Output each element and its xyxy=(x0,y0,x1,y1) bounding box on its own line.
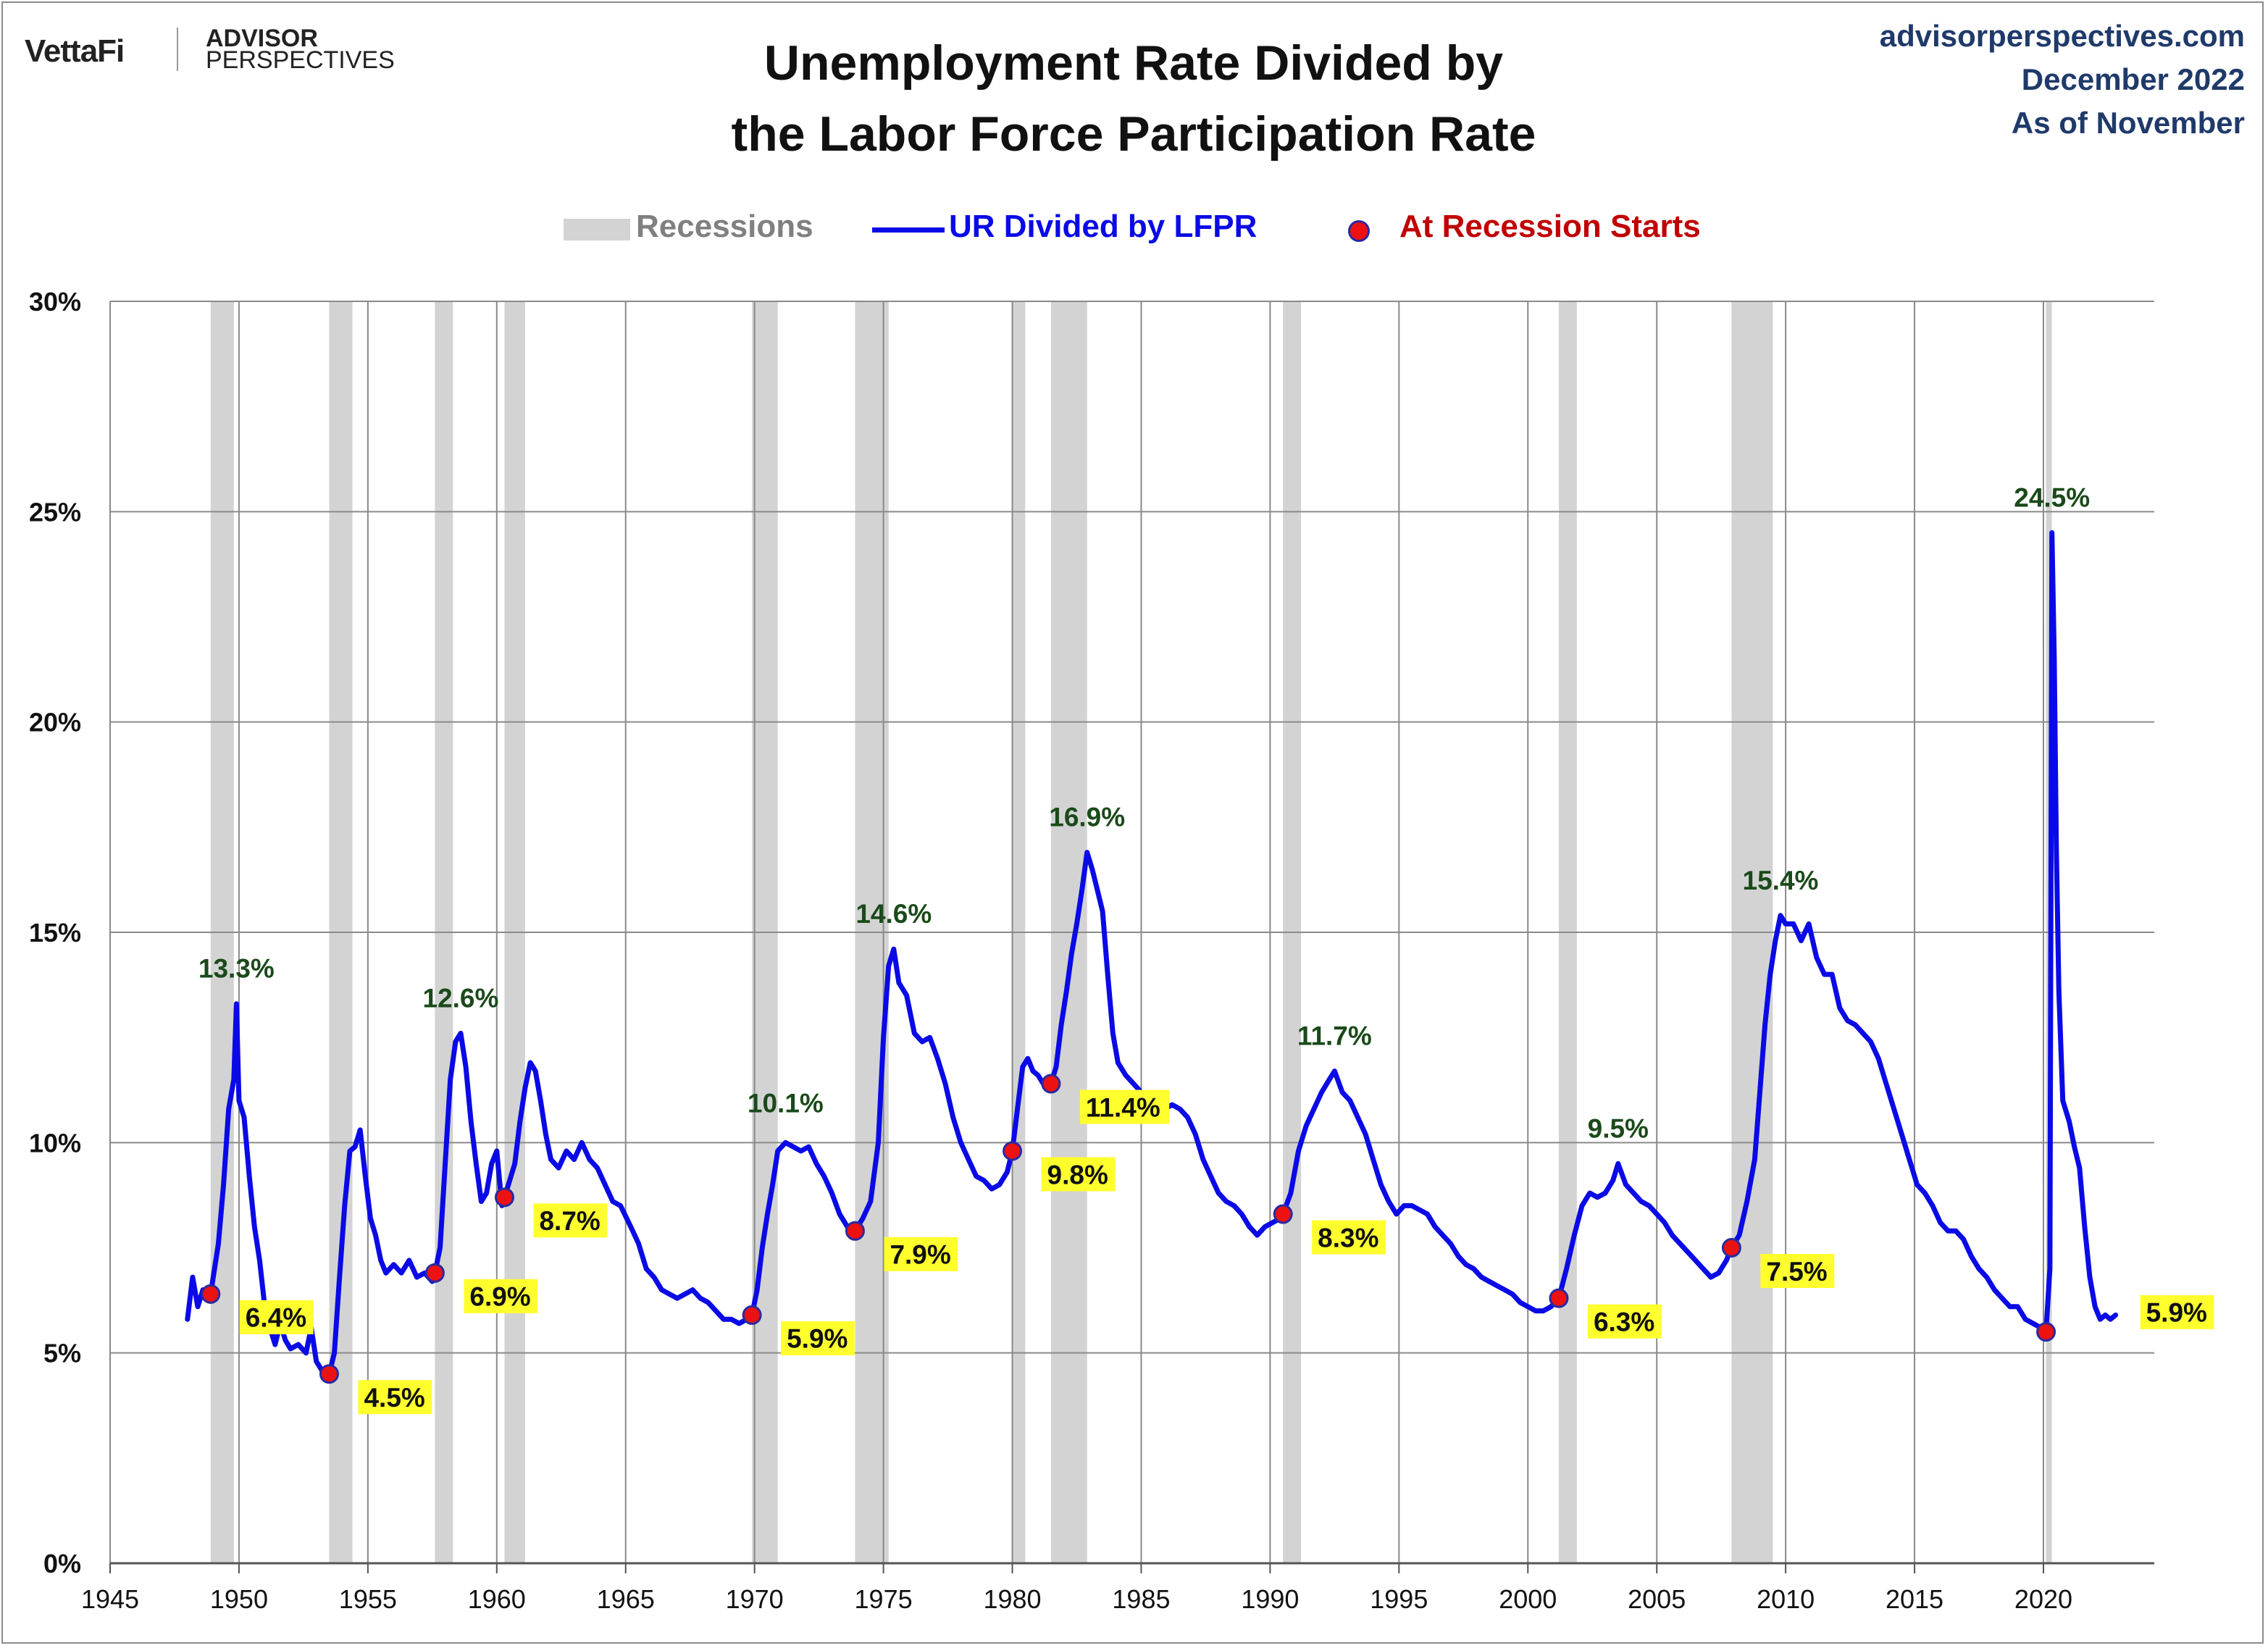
recession-start-label: 5.9% xyxy=(787,1324,848,1354)
legend-series-swatch xyxy=(872,227,945,233)
legend-recessions-label: Recessions xyxy=(636,209,813,244)
x-tick-label: 1955 xyxy=(339,1584,397,1614)
y-tick-label: 10% xyxy=(29,1128,81,1158)
recession-start-label: 9.8% xyxy=(1047,1160,1108,1189)
y-tick-label: 30% xyxy=(29,287,81,317)
recession-start-label: 7.5% xyxy=(1766,1257,1827,1287)
legend-recessions-swatch xyxy=(564,219,630,240)
x-tick-label: 1960 xyxy=(468,1584,526,1614)
x-tick-label: 2005 xyxy=(1628,1584,1686,1614)
peak-label: 15.4% xyxy=(1743,866,1819,895)
legend-recession-start-marker xyxy=(1348,220,1370,242)
x-tick-label: 1965 xyxy=(597,1584,655,1614)
source-date: December 2022 xyxy=(2021,62,2245,96)
x-tick-label: 1995 xyxy=(1370,1584,1428,1614)
recession-start-label: 8.7% xyxy=(539,1206,600,1236)
recession-start-label-background xyxy=(1079,1089,1170,1124)
x-tick-label: 2020 xyxy=(2014,1584,2072,1614)
logo-vettafi-text: VettaFi xyxy=(25,33,125,69)
chart-title-line-2: the Labor Force Participation Rate xyxy=(731,106,1536,162)
latest-value-label-background xyxy=(2140,1294,2214,1329)
recession-start-label-background xyxy=(239,1300,314,1334)
recession-start-marker xyxy=(742,1305,762,1325)
recession-start-label-background xyxy=(533,1203,608,1238)
recession-start-label-background xyxy=(781,1321,855,1355)
recession-start-label: 7.9% xyxy=(890,1240,950,1270)
recession-start-marker xyxy=(2036,1322,2056,1342)
recession-start-markers xyxy=(201,1074,2056,1384)
recession-start-marker xyxy=(319,1364,339,1384)
recession-start-label-background xyxy=(358,1380,432,1415)
x-tick-label: 1980 xyxy=(983,1584,1041,1614)
source-as-of: As of November xyxy=(2011,106,2245,140)
grid-lines xyxy=(109,301,2154,1573)
chart-title-line-1: Unemployment Rate Divided by xyxy=(763,35,1504,91)
legend-series-label: UR Divided by LFPR xyxy=(949,209,1258,244)
peak-label: 13.3% xyxy=(198,954,275,984)
recession-start-marker xyxy=(1041,1074,1061,1094)
peak-label: 24.5% xyxy=(2014,482,2090,512)
x-tick-label: 2010 xyxy=(1757,1584,1815,1614)
ur-lfpr-series-line xyxy=(185,530,2119,1377)
recession-start-label-background xyxy=(1587,1304,1662,1339)
y-tick-label: 25% xyxy=(29,497,81,527)
x-tick-label: 1990 xyxy=(1241,1584,1299,1614)
peak-label: 11.7% xyxy=(1297,1021,1372,1051)
peak-label: 9.5% xyxy=(1588,1113,1649,1143)
legend-recession-start-label: At Recession Starts xyxy=(1399,209,1701,244)
axis-labels: 0% 5% 10% 15% 20% 25% 30% 1945 1950 1955 1960 1965 1… xyxy=(29,287,2072,1614)
recession-start-marker xyxy=(1549,1288,1569,1308)
x-tick-label: 2015 xyxy=(1886,1584,1943,1614)
x-tick-label: 1945 xyxy=(81,1584,139,1614)
recession-start-label-background xyxy=(1312,1220,1386,1255)
recession-start-marker xyxy=(1003,1141,1023,1161)
recession-start-label-background xyxy=(464,1279,538,1313)
x-tick-label: 1985 xyxy=(1112,1584,1170,1614)
logo-advisor-text: ADVISOR xyxy=(206,25,318,52)
source-site: advisorperspectives.com xyxy=(1879,19,2245,53)
peak-label: 16.9% xyxy=(1049,803,1125,832)
y-tick-label: 0% xyxy=(43,1549,81,1578)
recession-start-label: 8.3% xyxy=(1318,1223,1378,1252)
value-labels: 6.4% 4.5% 6.9% 8.7% 5.9% 7.9% 9.8% 11.4% 8.3% 6.3… xyxy=(198,482,2214,1415)
recession-start-label: 6.3% xyxy=(1594,1308,1654,1337)
recession-start-label: 6.9% xyxy=(469,1282,530,1312)
recession-start-label-background xyxy=(1760,1254,1835,1288)
recession-start-label: 4.5% xyxy=(364,1383,424,1413)
peak-label: 14.6% xyxy=(855,899,932,929)
latest-value-label: 5.9% xyxy=(2146,1298,2207,1328)
recession-start-marker xyxy=(494,1187,514,1208)
recession-start-marker xyxy=(424,1263,445,1283)
series-line xyxy=(185,530,2119,1377)
recession-start-label-background xyxy=(1041,1157,1116,1192)
peak-label: 10.1% xyxy=(748,1089,824,1118)
chart-legend: Recessions UR Divided by LFPR At Recessi… xyxy=(0,203,2268,261)
peak-label: 12.6% xyxy=(423,983,499,1013)
x-tick-label: 1970 xyxy=(726,1584,784,1614)
recession-start-marker xyxy=(1721,1238,1741,1258)
x-tick-label: 1950 xyxy=(210,1584,268,1614)
recession-start-label: 6.4% xyxy=(246,1303,306,1333)
x-tick-label: 2000 xyxy=(1499,1584,1557,1614)
logo-separator xyxy=(177,28,178,71)
y-tick-label: 20% xyxy=(29,708,81,737)
recession-start-label-background xyxy=(884,1237,958,1271)
recession-start-marker xyxy=(201,1284,221,1304)
y-tick-label: 15% xyxy=(29,918,81,948)
x-tick-label: 1975 xyxy=(855,1584,913,1614)
recession-start-marker xyxy=(845,1221,865,1241)
recession-start-label: 11.4% xyxy=(1086,1092,1160,1122)
recession-start-marker xyxy=(1273,1204,1293,1224)
y-tick-label: 5% xyxy=(43,1339,81,1368)
logo-perspectives-text: PERSPECTIVES xyxy=(206,46,395,74)
